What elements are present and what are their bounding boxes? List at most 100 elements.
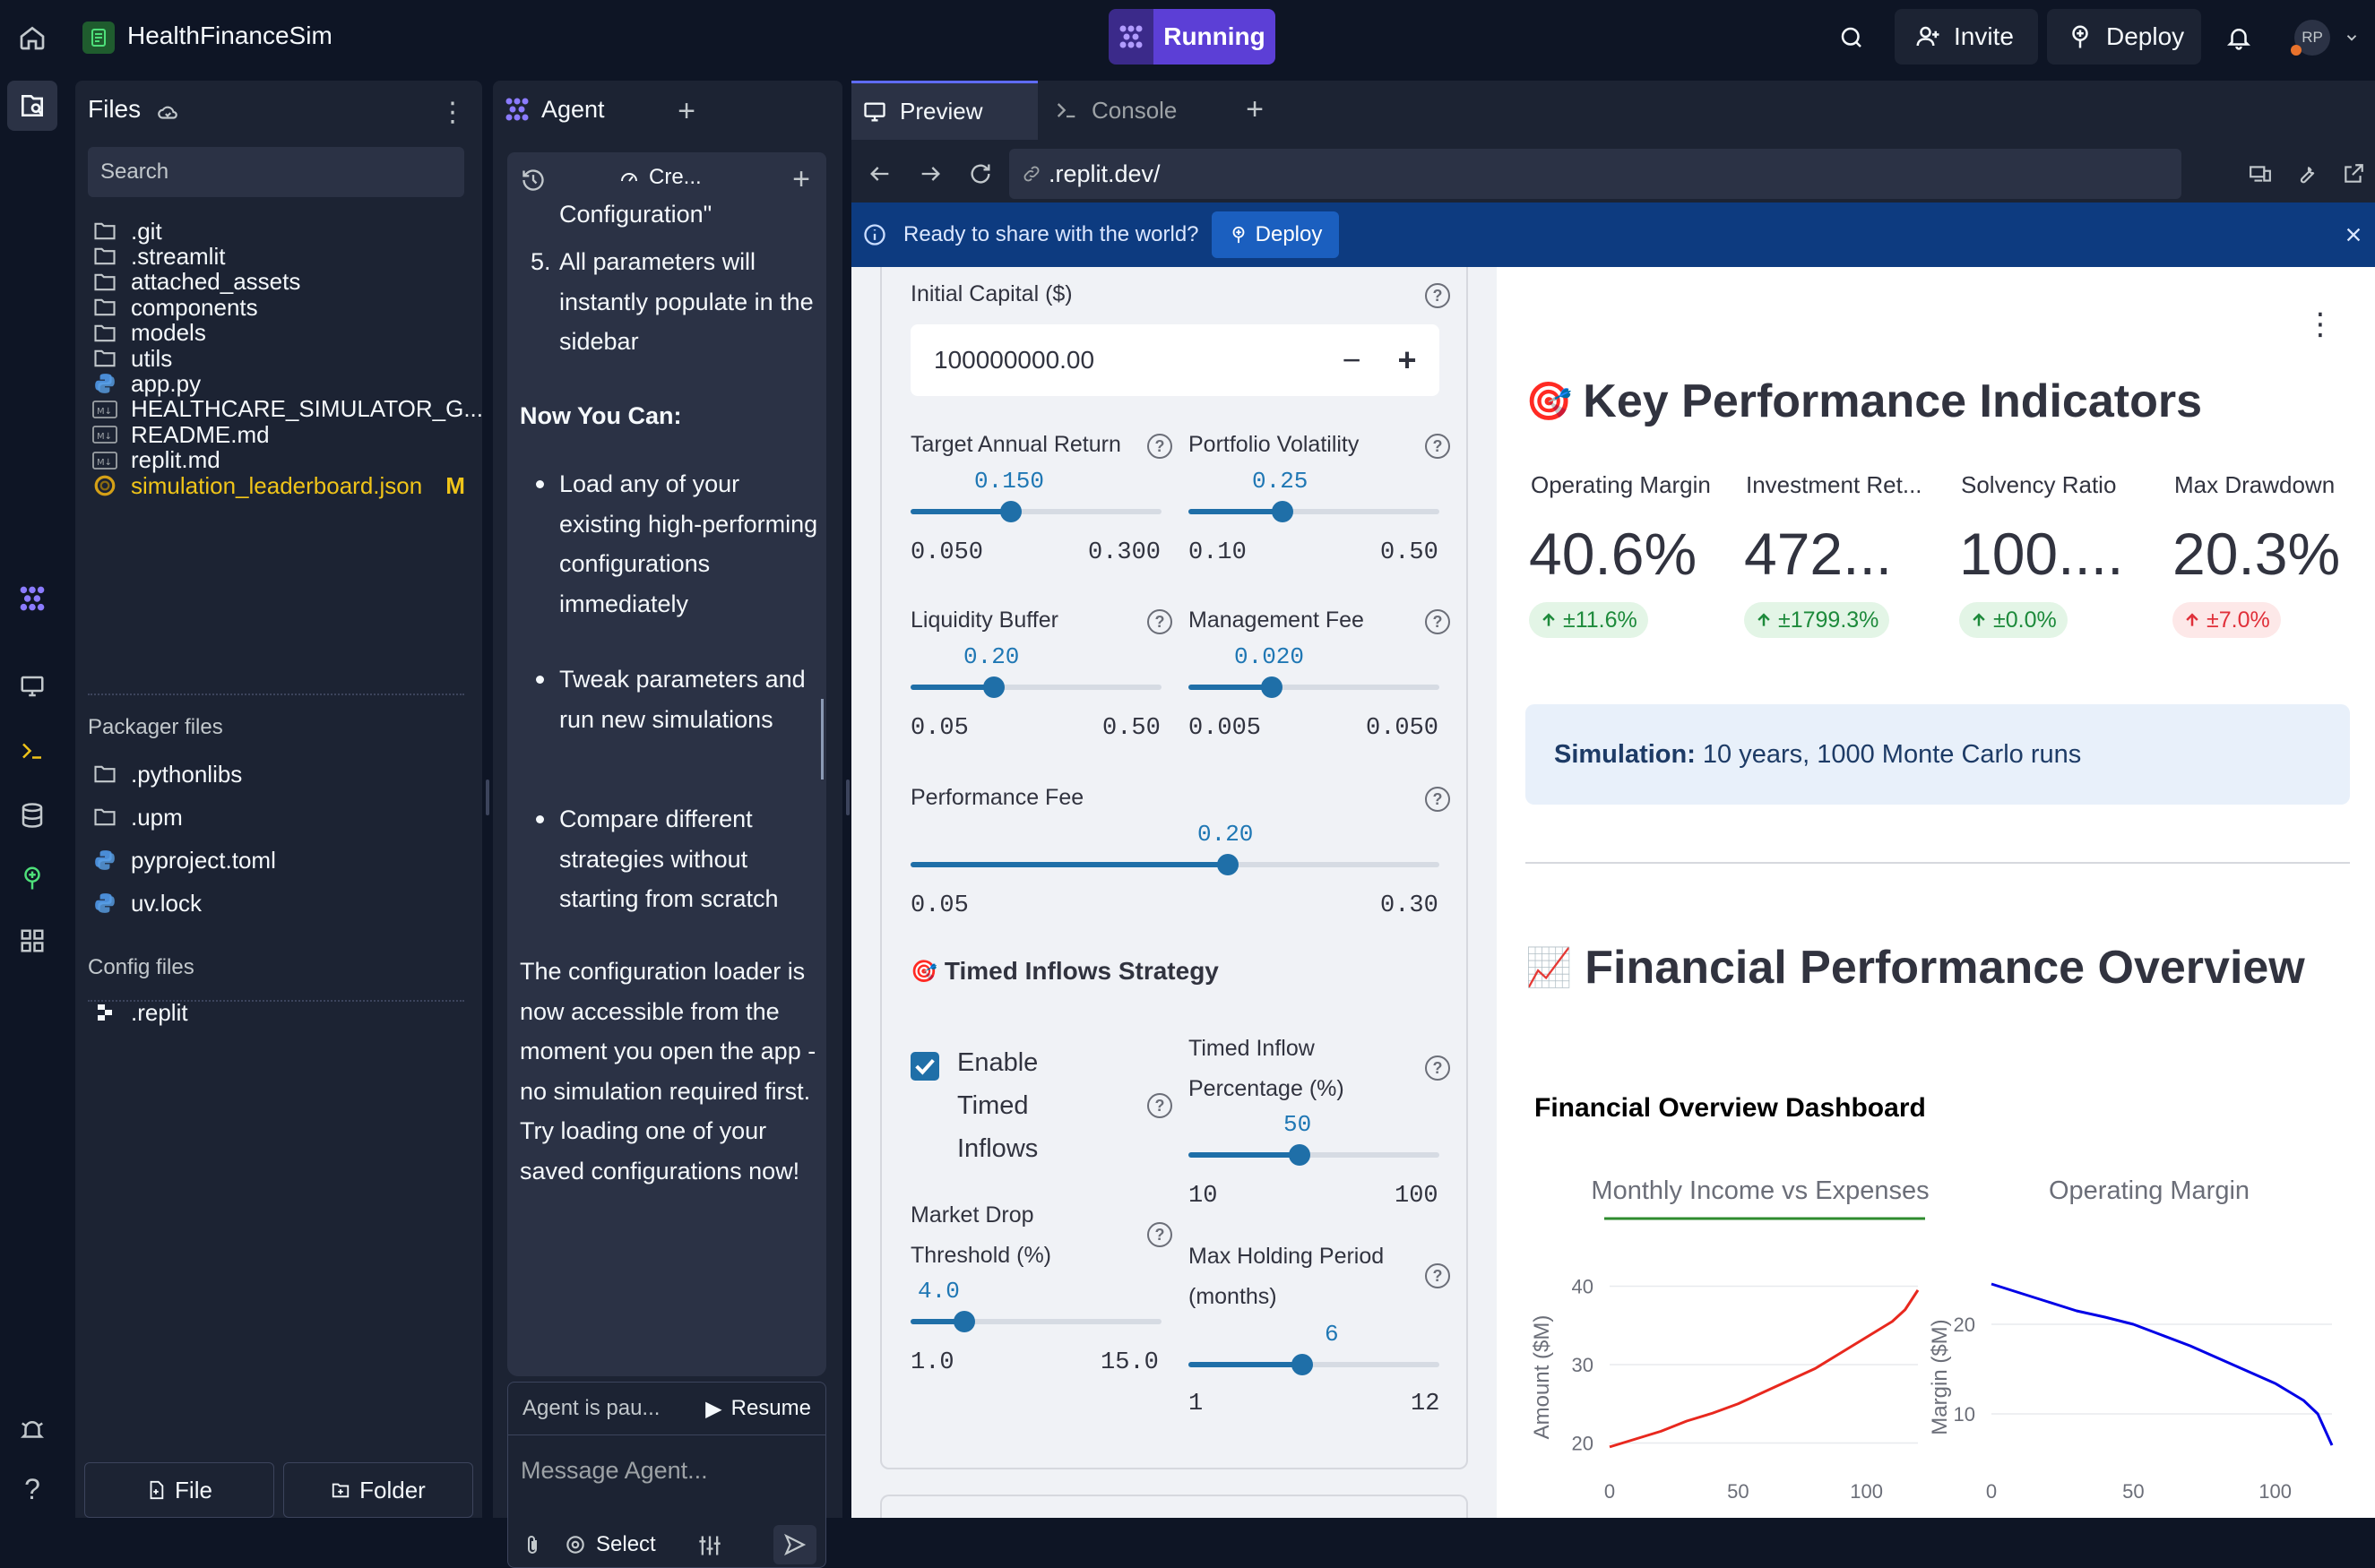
- deploy-button[interactable]: Deploy: [2047, 9, 2201, 65]
- file-name: .git: [131, 217, 162, 245]
- help-icon[interactable]: ?: [1147, 1093, 1172, 1118]
- sliders-icon[interactable]: [695, 1530, 725, 1561]
- agent-logo-icon: [504, 96, 531, 123]
- resize-handle[interactable]: [846, 780, 850, 815]
- help-icon[interactable]: ?: [1147, 1222, 1172, 1247]
- slider-thumb[interactable]: [1291, 1354, 1314, 1375]
- forward-arrow-icon[interactable]: [912, 156, 948, 192]
- help-icon[interactable]: ?: [1425, 787, 1450, 812]
- console-nav-icon[interactable]: [13, 731, 52, 771]
- increment-button[interactable]: +: [1397, 341, 1417, 378]
- preview-nav-icon[interactable]: [13, 667, 52, 706]
- scrollbar[interactable]: [821, 699, 824, 780]
- apps-grid-icon[interactable]: [13, 921, 52, 961]
- help-icon[interactable]: ?: [24, 1472, 40, 1505]
- file-tree-item[interactable]: M↓ replit.md: [91, 441, 220, 480]
- slider-track[interactable]: [911, 1319, 1162, 1324]
- history-icon[interactable]: [518, 165, 548, 195]
- file-tree-item[interactable]: app.py: [91, 364, 201, 403]
- decrement-button[interactable]: −: [1342, 341, 1361, 378]
- help-icon[interactable]: ?: [1425, 1263, 1450, 1288]
- resize-handle[interactable]: [486, 780, 489, 815]
- alert-icon[interactable]: [13, 1410, 52, 1450]
- slider-track[interactable]: [1188, 509, 1439, 514]
- tab-console[interactable]: Console: [1043, 81, 1226, 140]
- help-icon[interactable]: ?: [1147, 434, 1172, 459]
- file-tree-item[interactable]: pyproject.toml: [91, 840, 276, 880]
- enable-timed-checkbox[interactable]: [911, 1052, 939, 1081]
- new-file-button[interactable]: File: [84, 1462, 274, 1518]
- send-icon[interactable]: [773, 1525, 816, 1564]
- file-tree-item[interactable]: uv.lock: [91, 883, 202, 923]
- file-tree-item[interactable]: components: [91, 288, 258, 327]
- close-icon[interactable]: [2337, 219, 2370, 251]
- checkpoint-button[interactable]: Cre...: [618, 165, 702, 190]
- bell-icon[interactable]: [2221, 20, 2257, 56]
- help-icon[interactable]: ?: [1147, 609, 1172, 634]
- file-tree-item[interactable]: .replit: [91, 993, 188, 1032]
- devices-icon[interactable]: [2242, 156, 2278, 192]
- new-chat-icon[interactable]: +: [792, 161, 810, 196]
- slider-track[interactable]: [1188, 685, 1439, 690]
- banner-deploy-button[interactable]: Deploy: [1212, 211, 1339, 258]
- invite-button[interactable]: Invite: [1895, 9, 2038, 65]
- help-icon[interactable]: ?: [1425, 434, 1450, 459]
- slider-thumb[interactable]: [953, 1311, 975, 1332]
- home-icon[interactable]: [13, 18, 52, 57]
- kpi-delta: ±11.6%: [1563, 607, 1637, 633]
- slider-thumb[interactable]: [1217, 854, 1239, 875]
- search-input[interactable]: Search: [88, 147, 464, 197]
- file-tree-item[interactable]: M↓ README.md: [91, 415, 270, 454]
- more-vertical-icon[interactable]: ⋮: [439, 97, 466, 127]
- file-tree-item[interactable]: .git: [91, 211, 162, 251]
- agent-panel: Agent + Cre... + Configuration" 5. All p…: [493, 81, 842, 1568]
- file-tree-item[interactable]: models: [91, 314, 206, 353]
- message-input[interactable]: Message Agent...: [521, 1457, 708, 1484]
- files-nav-icon[interactable]: [7, 81, 57, 131]
- deploy-nav-icon[interactable]: [13, 858, 52, 898]
- agent-nav-icon[interactable]: [13, 579, 52, 618]
- file-tree-item[interactable]: .pythonlibs: [91, 754, 242, 794]
- paperclip-icon[interactable]: [519, 1532, 546, 1559]
- run-status-button[interactable]: Running: [1109, 9, 1275, 65]
- file-tree-item[interactable]: attached_assets: [91, 263, 300, 302]
- back-arrow-icon[interactable]: [862, 156, 898, 192]
- chevron-down-icon[interactable]: [2341, 27, 2362, 48]
- file-tree-item[interactable]: utils: [91, 339, 172, 378]
- new-tab-icon[interactable]: +: [678, 93, 695, 128]
- tab-agent[interactable]: Agent: [493, 81, 658, 140]
- slider-track[interactable]: [1188, 1362, 1439, 1367]
- project-name[interactable]: HealthFinanceSim: [127, 22, 332, 49]
- file-tree-item[interactable]: .upm: [91, 797, 183, 837]
- search-icon[interactable]: [1834, 20, 1870, 56]
- slider-thumb[interactable]: [1000, 501, 1022, 522]
- external-link-icon[interactable]: [2336, 156, 2371, 192]
- help-icon[interactable]: ?: [1425, 609, 1450, 634]
- new-tab-icon[interactable]: +: [1246, 91, 1264, 126]
- slider-track[interactable]: [911, 509, 1162, 514]
- select-element-button[interactable]: Select: [564, 1532, 656, 1557]
- help-icon[interactable]: ?: [1425, 283, 1450, 308]
- slider-thumb[interactable]: [1289, 1144, 1311, 1166]
- new-folder-button[interactable]: Folder: [283, 1462, 473, 1518]
- wrench-icon[interactable]: [2289, 156, 2325, 192]
- slider-track[interactable]: [911, 685, 1162, 690]
- reload-icon[interactable]: [963, 156, 998, 192]
- database-icon[interactable]: [13, 796, 52, 835]
- slider-track[interactable]: [1188, 1152, 1439, 1158]
- file-tree-item[interactable]: .streamlit: [91, 237, 225, 276]
- file-tree-item[interactable]: simulation_leaderboard.json M: [91, 466, 465, 505]
- slider-thumb[interactable]: [1261, 676, 1283, 698]
- tab-preview[interactable]: Preview: [851, 81, 1038, 140]
- help-icon[interactable]: ?: [1425, 1055, 1450, 1081]
- file-tree-item[interactable]: M↓ HEALTHCARE_SIMULATOR_G...: [91, 390, 483, 429]
- resume-button[interactable]: ▶ Resume: [705, 1396, 811, 1422]
- slider-thumb[interactable]: [1272, 501, 1293, 522]
- slider-label: Management Fee: [1188, 607, 1364, 633]
- slider-thumb[interactable]: [983, 676, 1006, 698]
- more-vertical-icon[interactable]: ⋮: [2305, 307, 2336, 341]
- initial-capital-input[interactable]: 100000000.00 − +: [911, 324, 1439, 396]
- checkpoint-label: Cre...: [649, 165, 702, 189]
- url-bar[interactable]: .replit.dev/: [1009, 149, 2181, 199]
